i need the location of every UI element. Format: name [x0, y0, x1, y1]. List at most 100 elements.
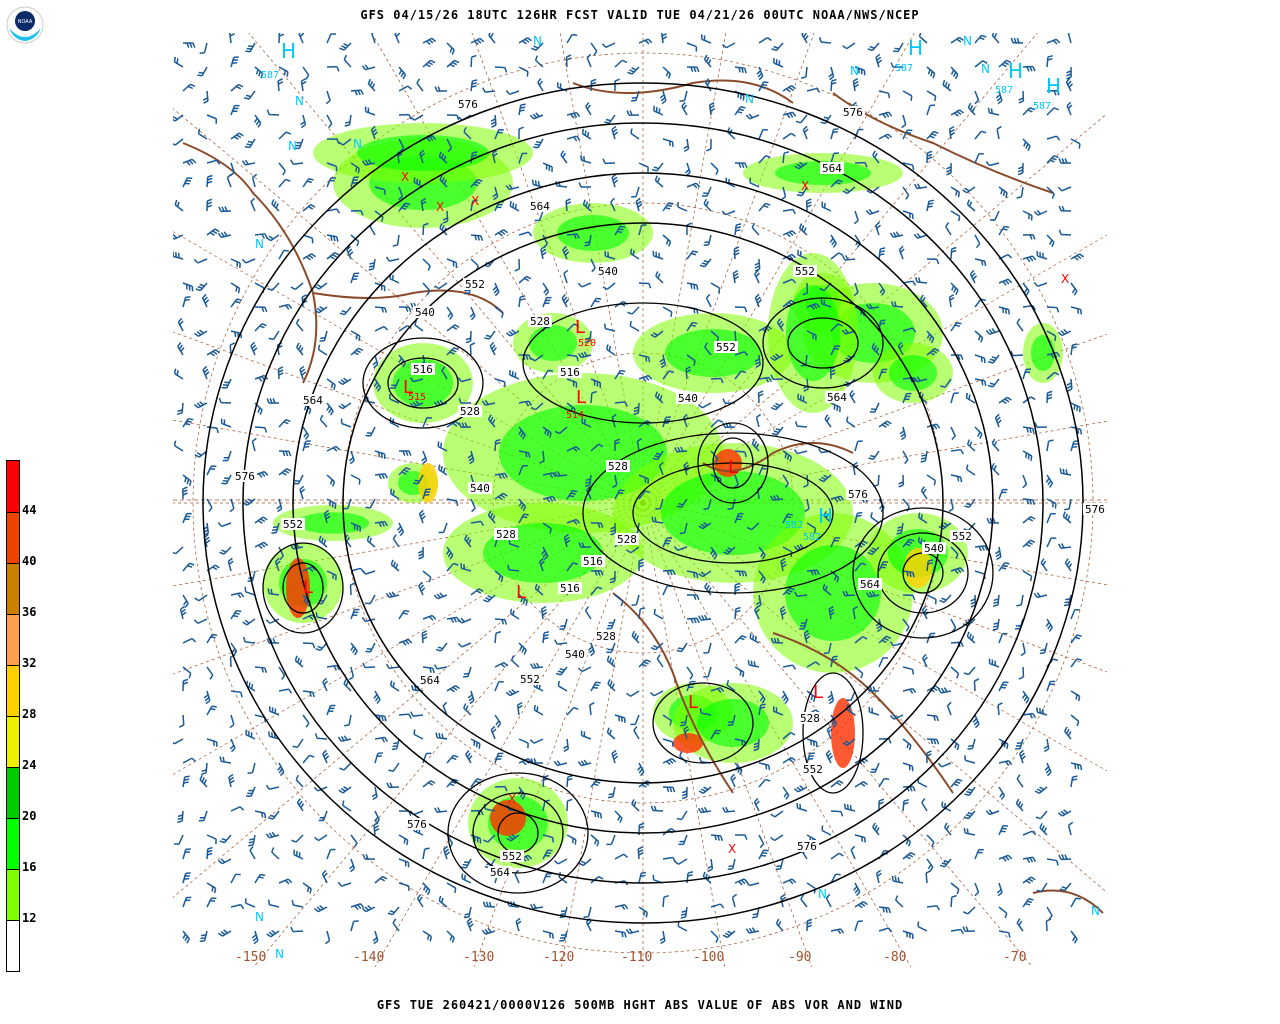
wind-barb: [229, 342, 236, 356]
barb-staff: [1046, 56, 1049, 68]
barb-flag: [320, 537, 324, 543]
barb-flag: [700, 571, 706, 576]
barb-flag: [882, 113, 887, 119]
barb-flag: [899, 344, 904, 350]
barb-flag: [917, 536, 921, 542]
wind-barb: [516, 702, 523, 716]
barb-staff: [278, 762, 285, 773]
barb-flag: [341, 310, 347, 314]
wind-barb: [902, 594, 916, 601]
barb-flag: [1043, 745, 1049, 750]
barb-staff: [662, 66, 671, 75]
barb-flag: [1079, 253, 1085, 258]
barb-staff: [470, 738, 481, 745]
barb-staff: [230, 690, 242, 694]
barb-flag: [408, 306, 412, 313]
wind-barb: [173, 251, 184, 260]
barb-flag: [977, 335, 982, 341]
barb-flag: [791, 278, 797, 284]
barb-flag: [492, 286, 498, 291]
wind-barb: [1018, 749, 1026, 764]
barb-flag: [584, 241, 590, 244]
barb-staff: [870, 516, 880, 524]
barb-staff: [973, 680, 976, 692]
barb-flag: [300, 121, 306, 126]
barb-flag: [468, 697, 474, 702]
barb-staff: [852, 81, 856, 92]
barb-flag: [508, 330, 514, 336]
barb-flag: [608, 793, 614, 796]
wind-barb: [563, 738, 570, 752]
barb-flag: [922, 653, 927, 659]
barb-staff: [610, 201, 616, 212]
barb-flag: [928, 335, 933, 342]
wind-barb: [563, 269, 569, 284]
wind-barb: [371, 33, 376, 44]
barb-flag: [875, 347, 880, 353]
barb-flag: [968, 745, 974, 748]
wind-barb: [319, 414, 328, 428]
barb-flag: [972, 275, 978, 280]
barb-flag: [531, 179, 535, 185]
barb-staff: [272, 330, 280, 340]
wind-barb: [902, 538, 915, 548]
barb-flag: [865, 592, 870, 598]
barb-staff: [797, 450, 808, 455]
barb-flag: [679, 751, 683, 757]
barb-flag: [560, 150, 565, 156]
barb-flag: [741, 634, 747, 639]
wind-barb: [437, 441, 448, 452]
barb-staff: [182, 418, 190, 428]
barb-staff: [989, 162, 1000, 167]
wind-barb: [806, 522, 817, 534]
barb-flag: [257, 519, 263, 524]
wind-barb: [538, 557, 545, 572]
barb-flag: [909, 377, 914, 383]
barb-flag: [491, 728, 497, 734]
wind-barb: [603, 323, 616, 332]
wind-barb: [437, 464, 448, 476]
barb-flag: [1065, 469, 1068, 475]
wind-barb: [703, 498, 712, 510]
barb-staff: [1022, 450, 1033, 457]
barb-flag: [447, 552, 452, 558]
wind-barb: [1022, 138, 1031, 151]
barb-flag: [975, 243, 981, 249]
wind-barb: [386, 782, 400, 789]
wind-barb: [948, 293, 955, 308]
barb-staff: [422, 614, 433, 620]
wind-barb: [590, 258, 596, 273]
wind-barb: [542, 296, 552, 308]
barb-flag: [908, 744, 912, 751]
barb-staff: [773, 710, 784, 716]
barb-flag: [612, 484, 618, 489]
barb-staff: [221, 760, 232, 764]
wind-barb: [531, 42, 544, 51]
meridian-line: [253, 502, 644, 967]
barb-flag: [820, 476, 827, 481]
barb-flag: [709, 102, 715, 106]
barb-staff: [950, 618, 957, 629]
wind-barb: [734, 512, 744, 524]
barb-flag: [243, 636, 246, 643]
barb-staff: [317, 786, 328, 792]
barb-flag: [453, 562, 459, 566]
wind-barb: [794, 161, 808, 170]
barb-staff: [343, 59, 352, 68]
barb-flag: [734, 252, 740, 256]
wind-barb: [201, 762, 208, 776]
barb-staff: [638, 474, 649, 480]
barb-flag: [738, 571, 742, 577]
barb-flag: [758, 390, 764, 394]
barb-staff: [398, 202, 406, 212]
barb-flag: [365, 602, 371, 605]
barb-flag: [584, 484, 591, 487]
wind-barb: [348, 666, 355, 681]
wind-barb: [948, 498, 954, 513]
barb-flag: [870, 512, 873, 518]
barb-flag: [265, 619, 271, 624]
barb-staff: [1046, 441, 1050, 452]
barb-flag: [494, 291, 500, 297]
barb-flag: [629, 320, 632, 327]
barb-staff: [686, 282, 697, 286]
